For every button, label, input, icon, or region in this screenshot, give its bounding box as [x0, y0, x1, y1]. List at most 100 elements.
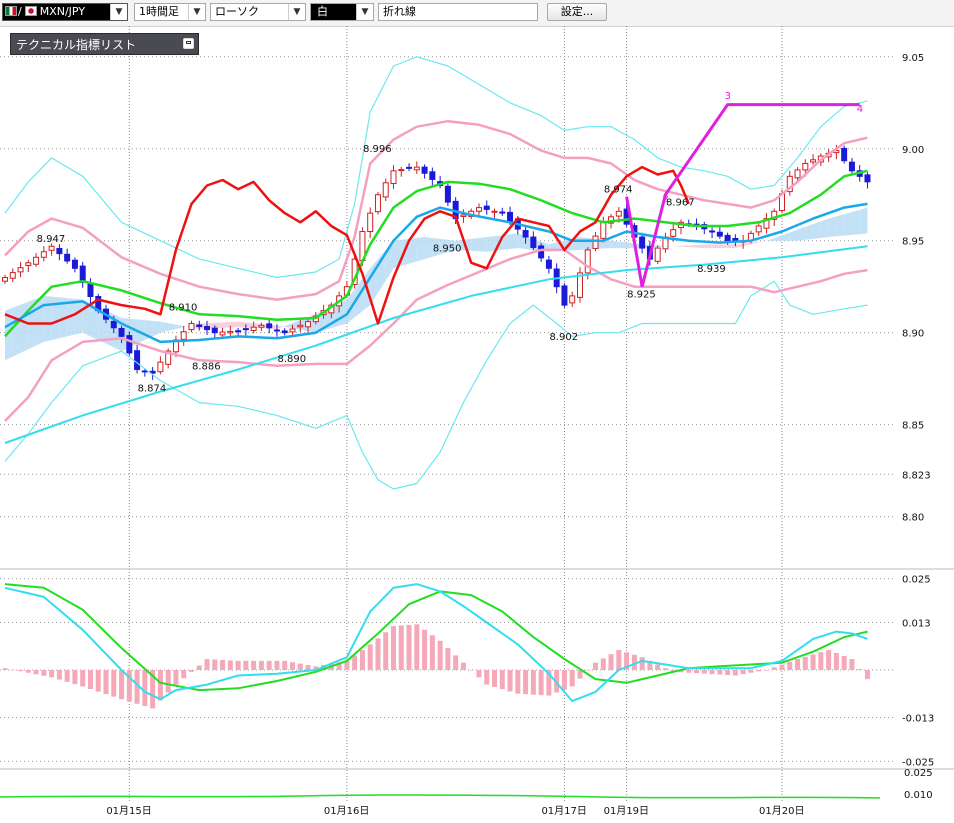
chevron-down-icon[interactable]: ▼	[188, 4, 205, 20]
ichimoku-cloud-segment	[5, 307, 13, 361]
macd-histogram-bar	[2, 668, 8, 670]
candle	[802, 162, 809, 171]
macd-histogram-bar	[561, 670, 567, 690]
zigzag-point-label: 4	[857, 104, 863, 115]
candle	[545, 259, 552, 269]
macd-histogram-bar	[593, 662, 599, 670]
currency-pair-select[interactable]: / MXN/JPY ▼	[2, 3, 128, 21]
macd-histogram-bar	[849, 659, 855, 670]
macd-histogram-bar	[864, 670, 870, 680]
date-axis-label: 01月17日	[541, 805, 586, 817]
candle	[670, 229, 677, 237]
candle	[374, 194, 381, 213]
ichimoku-cloud-segment	[579, 237, 588, 250]
macd-histogram-bar	[694, 670, 700, 674]
chevron-down-icon[interactable]: ▼	[110, 4, 127, 20]
sub-indicator-line	[0, 794, 881, 799]
technical-indicator-list-panel[interactable]: テクニカル指標リスト	[10, 33, 199, 55]
ichimoku-cloud-segment	[704, 244, 713, 249]
ichimoku-cloud-segment	[43, 295, 52, 342]
ichimoku-cloud-segment	[766, 237, 775, 241]
macd-histogram-bar	[297, 663, 303, 670]
chevron-down-icon[interactable]: ▼	[288, 4, 305, 20]
chevron-down-icon[interactable]: ▼	[356, 4, 373, 20]
candle	[841, 147, 848, 162]
mexico-flag-icon	[5, 6, 17, 16]
candle	[56, 247, 63, 255]
ichimoku-cloud-segment	[447, 239, 456, 253]
japan-flag-icon	[24, 6, 37, 16]
ichimoku-cloud-segment	[673, 245, 681, 247]
ichimoku-cloud-segment	[36, 295, 44, 346]
macd-histogram-bar	[235, 660, 241, 670]
candle	[250, 326, 257, 331]
high-low-label: 8.886	[192, 361, 221, 372]
macd-histogram-bar	[282, 660, 288, 670]
candle	[483, 205, 490, 210]
ichimoku-cloud-segment	[719, 244, 728, 249]
macd-histogram-bar	[600, 658, 606, 670]
candle	[716, 231, 723, 237]
macd-histogram-bar	[80, 670, 86, 687]
candle	[9, 272, 16, 279]
ichimoku-cloud-segment	[160, 321, 169, 333]
candle	[848, 161, 855, 172]
candle	[273, 329, 280, 332]
candle	[165, 350, 172, 365]
zigzag-line	[625, 103, 860, 288]
line-type-select[interactable]: 折れ線	[378, 3, 538, 21]
candle	[569, 295, 576, 304]
ichimoku-cloud-segment	[782, 232, 790, 241]
settings-button[interactable]: 設定...	[547, 3, 607, 21]
candle	[639, 236, 646, 249]
macd-histogram-bar	[740, 670, 746, 675]
macd-histogram-bar	[33, 670, 39, 675]
ichimoku-cloud-segment	[758, 240, 767, 243]
macd-histogram-bar	[616, 649, 622, 670]
ichimoku-cloud-segment	[478, 237, 487, 252]
background-color-select[interactable]: 白 ▼	[310, 3, 374, 21]
macd-signal-line	[4, 583, 868, 692]
ichimoku-cloud-segment	[409, 237, 417, 264]
macd-histogram-bar	[367, 644, 373, 670]
bollinger-upper-1-line	[4, 119, 868, 301]
high-low-label: 8.925	[627, 290, 656, 301]
high-low-label: 8.967	[666, 197, 695, 208]
candle	[794, 169, 801, 179]
ichimoku-cloud-segment	[20, 301, 29, 353]
ichimoku-cloud-segment	[168, 323, 176, 331]
ichimoku-cloud-segment	[51, 296, 60, 341]
ichimoku-cloud-segment	[245, 322, 254, 328]
ichimoku-cloud-segment	[626, 242, 635, 249]
candle	[71, 259, 78, 269]
macd-histogram-bar	[243, 660, 249, 670]
short-moving-average-line	[4, 202, 868, 344]
candle	[219, 331, 226, 336]
ichimoku-cloud-segment	[813, 221, 821, 239]
high-low-label: 8.874	[138, 384, 167, 395]
macd-histogram-bar	[126, 670, 132, 702]
macd-histogram-bar	[313, 666, 319, 670]
macd-line	[4, 583, 868, 703]
macd-histogram-bar	[251, 660, 257, 670]
macd-histogram-bar	[134, 670, 140, 704]
ichimoku-cloud-segment	[774, 235, 782, 241]
ichimoku-cloud-segment	[735, 243, 744, 249]
macd-histogram-bar	[258, 660, 264, 670]
timeframe-select[interactable]: 1時間足 ▼	[134, 3, 206, 21]
bollinger-lower-1-line	[4, 248, 868, 422]
chart-type-select[interactable]: ローソク ▼	[210, 3, 306, 21]
collapse-icon[interactable]	[183, 38, 194, 49]
bollinger-middle-line	[4, 169, 868, 338]
macd-histogram-bar	[391, 626, 396, 670]
macd-histogram-bar	[468, 670, 474, 671]
macd-histogram	[2, 624, 870, 709]
ichimoku-cloud-segment	[284, 323, 293, 329]
macd-histogram-bar	[577, 670, 583, 679]
macd-histogram-bar	[95, 670, 101, 692]
ichimoku-cloud-segment	[750, 241, 759, 245]
ichimoku-cloud-segment	[727, 244, 736, 249]
date-axis-label: 01月20日	[759, 805, 804, 817]
macd-histogram-bar	[709, 670, 715, 675]
price-chart[interactable]: 2 3 4 8.947 8.874 8.910 8.886 8.890 8.996 8.950 8.…	[0, 26, 954, 823]
